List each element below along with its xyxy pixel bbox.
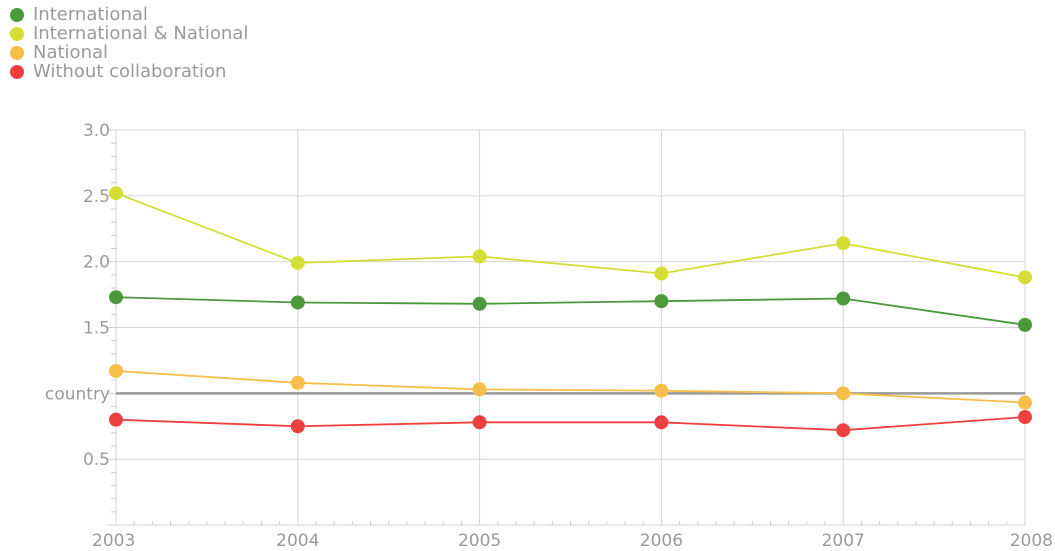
legend: International International & National Nat… (10, 5, 248, 81)
data-point (109, 412, 123, 427)
legend-label: National (33, 42, 109, 63)
data-point (654, 415, 669, 430)
legend-item: International & National (10, 24, 248, 43)
data-point (654, 294, 669, 309)
legend-marker-icon (10, 64, 24, 79)
data-point (1018, 410, 1032, 425)
data-point (109, 363, 123, 378)
y-tick-label: 1.5 (83, 319, 110, 339)
x-tick-label: 2007 (822, 531, 865, 551)
reference-line-label: country (45, 384, 110, 404)
y-tick-label: 0.5 (83, 450, 110, 470)
series-line (115, 296, 1026, 326)
legend-item: Without collaboration (10, 62, 248, 81)
data-point (472, 249, 487, 264)
y-tick-label: 2.5 (83, 187, 110, 207)
legend-label: International (33, 4, 148, 25)
data-point (290, 295, 305, 310)
legend-marker-icon (10, 7, 24, 22)
x-tick-label: 2006 (640, 531, 683, 551)
x-tick-label: 2004 (276, 531, 319, 551)
data-point (472, 415, 487, 430)
legend-label: Without collaboration (33, 61, 227, 82)
data-point (836, 423, 851, 438)
data-point (109, 186, 123, 201)
data-point (109, 290, 123, 305)
legend-label: International & National (33, 23, 249, 44)
data-point (472, 296, 487, 311)
x-tick-label: 2005 (458, 531, 501, 551)
data-point (290, 375, 305, 390)
series-line (115, 192, 1026, 279)
legend-marker-icon (10, 45, 24, 60)
data-point (472, 382, 487, 397)
data-point (836, 386, 851, 401)
data-point (836, 236, 851, 251)
y-tick-label: 2.0 (83, 253, 110, 273)
y-tick-label: 3.0 (83, 121, 110, 141)
legend-item: International (10, 5, 248, 24)
data-point (290, 255, 305, 270)
data-point (654, 383, 669, 398)
series-line (115, 416, 1026, 432)
data-point (1018, 270, 1032, 285)
x-tick-label: 2003 (92, 531, 135, 551)
legend-marker-icon (10, 26, 24, 41)
data-point (1018, 317, 1032, 332)
data-point (290, 419, 305, 434)
legend-item: National (10, 43, 248, 62)
data-point (654, 266, 669, 281)
series-line (115, 370, 1026, 404)
x-tick-label: 2008 (1010, 531, 1053, 551)
data-point (1018, 395, 1032, 410)
data-point (836, 291, 851, 306)
